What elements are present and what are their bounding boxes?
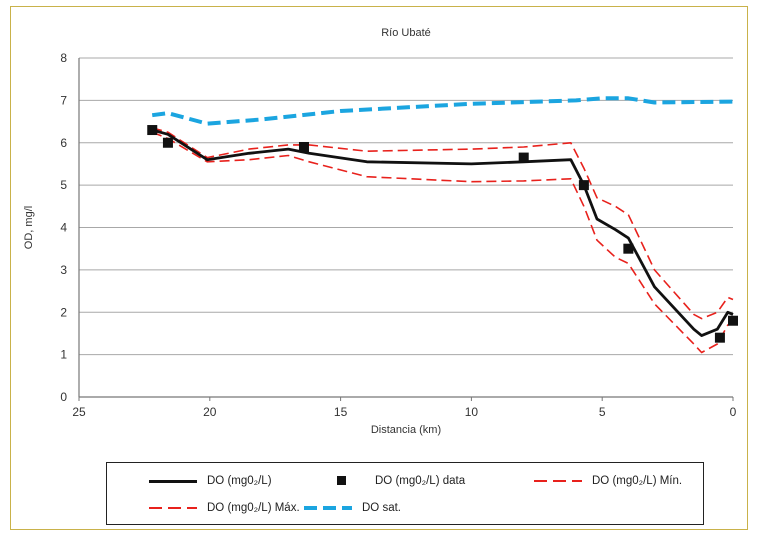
x-tick-label: 0 bbox=[730, 405, 737, 419]
x-tick-label: 15 bbox=[334, 405, 348, 419]
data-point-marker bbox=[147, 125, 158, 136]
y-tick-label: 0 bbox=[60, 390, 67, 404]
legend-label: DO (mg0₂/L) bbox=[207, 475, 272, 487]
legend-item-model: DO (mg0₂/L) bbox=[149, 471, 272, 491]
data-point-marker bbox=[623, 243, 634, 254]
y-tick-label: 3 bbox=[60, 263, 67, 277]
y-tick-label: 8 bbox=[60, 51, 67, 65]
legend-label: DO (mg0₂/L) data bbox=[375, 475, 466, 487]
x-axis-label: Distancia (km) bbox=[371, 424, 441, 436]
data-point-marker bbox=[578, 180, 589, 191]
chart-title: Río Ubaté bbox=[381, 27, 431, 39]
data-point-marker bbox=[728, 315, 738, 326]
y-tick-label: 2 bbox=[60, 305, 67, 319]
chart-frame: 0 1 2 3 4 5 6 7 8 25 20 15 10 5 0 Río Ubaté Distancia (k… bbox=[10, 6, 748, 530]
legend-swatch-square bbox=[317, 471, 365, 491]
grid-lines bbox=[79, 57, 733, 356]
series-line-do-min bbox=[151, 131, 734, 354]
data-point-marker bbox=[162, 137, 173, 148]
y-tick-label: 1 bbox=[60, 348, 67, 362]
x-tick-label: 25 bbox=[72, 405, 86, 419]
axis-labels: 0 1 2 3 4 5 6 7 8 25 20 15 10 5 0 Río Ubaté Distancia (k… bbox=[23, 27, 737, 436]
legend-label: DO (mg0₂/L) Mín. bbox=[592, 475, 683, 487]
data-point-marker bbox=[298, 141, 309, 152]
axes bbox=[78, 58, 734, 401]
y-tick-label: 5 bbox=[60, 178, 67, 192]
legend-item-min: DO (mg0₂/L) Mín. bbox=[534, 471, 682, 491]
legend-swatch-solid bbox=[149, 471, 197, 491]
legend-label: DO (mg0₂/L) Máx. bbox=[207, 502, 300, 514]
series-line-do-max bbox=[151, 127, 734, 320]
y-axis-label: OD, mg/l bbox=[23, 206, 35, 249]
legend-item-sat: DO sat. bbox=[304, 498, 401, 518]
y-tick-label: 6 bbox=[60, 136, 67, 150]
x-tick-label: 10 bbox=[465, 405, 479, 419]
data-point-marker bbox=[714, 332, 725, 343]
legend-item-data: DO (mg0₂/L) data bbox=[317, 471, 465, 491]
x-tick-label: 5 bbox=[599, 405, 606, 419]
series-layer bbox=[147, 96, 738, 354]
series-line-do-sat bbox=[151, 96, 734, 126]
y-tick-label: 4 bbox=[60, 221, 67, 235]
legend-swatch-dash-red bbox=[534, 471, 582, 491]
legend: DO (mg0₂/L) DO (mg0₂/L) data DO (mg0₂/L)… bbox=[106, 462, 704, 525]
data-point-marker bbox=[518, 152, 529, 163]
x-tick-label: 20 bbox=[203, 405, 217, 419]
legend-swatch-dash-blue bbox=[304, 498, 352, 518]
series-line-do-model bbox=[151, 128, 734, 338]
legend-item-max: DO (mg0₂/L) Máx. bbox=[149, 498, 300, 518]
y-tick-label: 7 bbox=[60, 93, 67, 107]
legend-label: DO sat. bbox=[362, 502, 401, 514]
legend-swatch-dash-red bbox=[149, 498, 197, 518]
chart-canvas: 0 1 2 3 4 5 6 7 8 25 20 15 10 5 0 Río Ubaté Distancia (k… bbox=[23, 27, 738, 436]
